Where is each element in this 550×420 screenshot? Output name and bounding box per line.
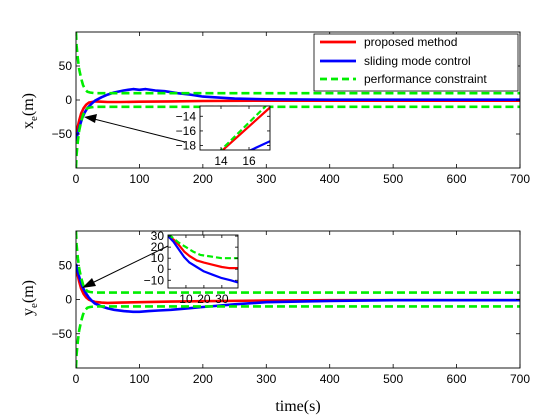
zoom-arrow-xe xyxy=(84,114,186,143)
series-ye-inset-performance-constraint xyxy=(168,235,238,260)
xe-ytick-label: 50 xyxy=(59,59,73,73)
series-xe-sliding-mode-control xyxy=(76,87,520,142)
legend-label-constraint: performance constraint xyxy=(364,72,487,86)
chart-xe: 0 100 200 300 400 500 600 700 −50 0 50 xe(m) propo… xyxy=(20,31,530,186)
ylabel-ye: ye(m) xyxy=(20,280,40,316)
series-ye-inset-proposed-method xyxy=(168,235,238,270)
series-xe-inset-sliding-mode-control xyxy=(248,140,270,150)
series-ye-performance-constraint-upper xyxy=(76,231,520,294)
ye-inset-frame xyxy=(167,234,239,289)
series-xe-performance-constraint-upper xyxy=(76,32,520,95)
xe-ytick-label: 0 xyxy=(65,93,72,107)
ye-xtick-label: 500 xyxy=(383,372,403,386)
xe-inset-ytick-label: −14 xyxy=(176,109,197,123)
ye-inset-ytick-label: 30 xyxy=(151,229,165,243)
xe-inset-ytick-label: −18 xyxy=(176,139,197,153)
series-xe-performance-constraint-lower xyxy=(76,105,520,168)
legend-label-proposed: proposed method xyxy=(364,35,457,49)
ye-inset-xtick-label: 10 xyxy=(179,292,193,306)
series-ye-performance-constraint-lower xyxy=(76,305,520,368)
ye-xtick-label: 400 xyxy=(320,372,340,386)
series-xe-inset-performance-constraint xyxy=(219,106,267,150)
series-xe-inset-proposed-method xyxy=(221,106,270,150)
xe-ytick-label: −50 xyxy=(52,127,73,141)
legend: proposed method sliding mode control per… xyxy=(313,33,519,92)
inset-xe: 14 16 −14−16−18 xyxy=(176,105,271,168)
ye-inset-ytick-label: 0 xyxy=(157,262,164,276)
series-ye-sliding-mode-control xyxy=(76,263,520,314)
ye-ytick-label: −50 xyxy=(52,327,73,341)
xe-xtick-label: 300 xyxy=(256,172,276,186)
xe-xtick-label: 600 xyxy=(447,172,467,186)
ylabel-xe: xe(m) xyxy=(20,93,40,129)
xe-xtick-label: 400 xyxy=(320,172,340,186)
ye-inset-xtick-label: 30 xyxy=(215,292,229,306)
xe-xtick-label: 700 xyxy=(510,172,530,186)
ye-ytick-label: 0 xyxy=(65,293,72,307)
ye-xtick-label: 700 xyxy=(510,372,530,386)
xe-xtick-label: 100 xyxy=(129,172,149,186)
xe-xtick-label: 200 xyxy=(193,172,213,186)
xe-inset-ytick-label: −16 xyxy=(176,124,197,138)
legend-label-smc: sliding mode control xyxy=(364,54,471,68)
ye-xtick-label: 300 xyxy=(256,372,276,386)
ye-inset-ytick-label: 20 xyxy=(151,240,165,254)
ye-xtick-label: 0 xyxy=(73,372,80,386)
xe-xtick-label: 500 xyxy=(383,172,403,186)
ye-inset-xtick-label: 20 xyxy=(197,292,211,306)
xe-inset-frame xyxy=(199,105,271,151)
xe-inset-xtick-label: 16 xyxy=(242,154,256,168)
ye-inset-ytick-label: 10 xyxy=(151,251,165,265)
xlabel-time: time(s) xyxy=(275,398,320,415)
ye-inset-ytick-label: −10 xyxy=(144,273,165,287)
xe-inset-xtick-label: 14 xyxy=(214,154,228,168)
zoom-arrow-ye xyxy=(82,245,169,288)
series-ye-inset-sliding-mode-control xyxy=(168,235,238,284)
ye-ytick-label: 50 xyxy=(59,258,73,272)
ye-xtick-label: 200 xyxy=(193,372,213,386)
xe-xtick-label: 0 xyxy=(73,172,80,186)
ye-xtick-label: 100 xyxy=(129,372,149,386)
ye-xtick-label: 600 xyxy=(447,372,467,386)
